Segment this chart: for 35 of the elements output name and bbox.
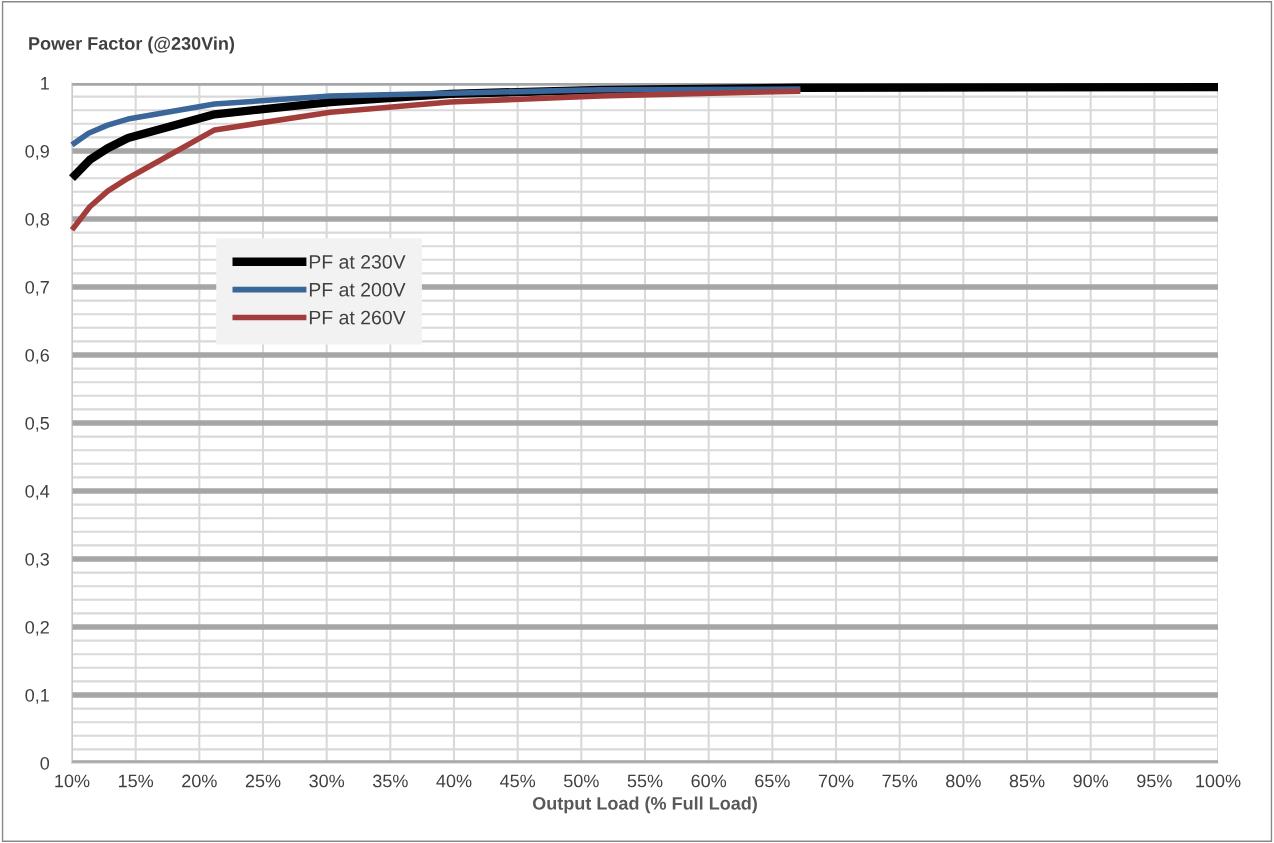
x-tick-label: 100% xyxy=(1196,774,1241,788)
x-axis-title: Output Load (% Full Load) xyxy=(532,796,757,814)
y-tick-label: 0,4 xyxy=(25,484,50,500)
y-tick-label: 0,9 xyxy=(25,144,49,160)
x-tick-label: 85% xyxy=(1009,774,1045,788)
x-tick-label: 70% xyxy=(818,774,854,788)
legend-label: PF at 200V xyxy=(309,282,406,297)
x-tick-label: 35% xyxy=(372,774,408,788)
x-tick-label: 75% xyxy=(882,774,918,788)
legend-label: PF at 230V xyxy=(309,254,406,269)
y-tick-label: 1 xyxy=(41,77,49,90)
x-tick-label: 65% xyxy=(755,774,790,788)
legend-label: PF at 260V xyxy=(309,310,406,325)
x-tick-label: 45% xyxy=(500,774,536,788)
x-tick-label: 30% xyxy=(309,774,345,788)
x-tick-label: 55% xyxy=(627,774,663,788)
x-tick-label: 15% xyxy=(118,774,154,788)
y-tick-label: 0,8 xyxy=(25,212,49,228)
y-tick-label: 0,5 xyxy=(25,416,50,432)
x-tick-label: 20% xyxy=(182,774,217,788)
x-tick-label: 95% xyxy=(1137,774,1172,788)
x-tick-label: 10% xyxy=(55,774,90,788)
x-tick-label: 25% xyxy=(245,774,281,788)
y-tick-label: 0,2 xyxy=(25,620,49,636)
y-tick-label: 0,6 xyxy=(25,348,49,364)
y-tick-label: 0,7 xyxy=(25,280,49,296)
y-tick-label: 0 xyxy=(40,756,50,770)
chart-title: Power Factor (@230Vin) xyxy=(29,36,235,54)
y-tick-label: 0,3 xyxy=(25,552,49,568)
x-tick-label: 40% xyxy=(436,774,472,788)
x-tick-label: 60% xyxy=(691,774,727,788)
x-tick-label: 90% xyxy=(1073,774,1109,788)
x-tick-label: 50% xyxy=(563,774,599,788)
y-tick-label: 0,1 xyxy=(25,688,49,704)
x-tick-label: 80% xyxy=(946,774,981,788)
